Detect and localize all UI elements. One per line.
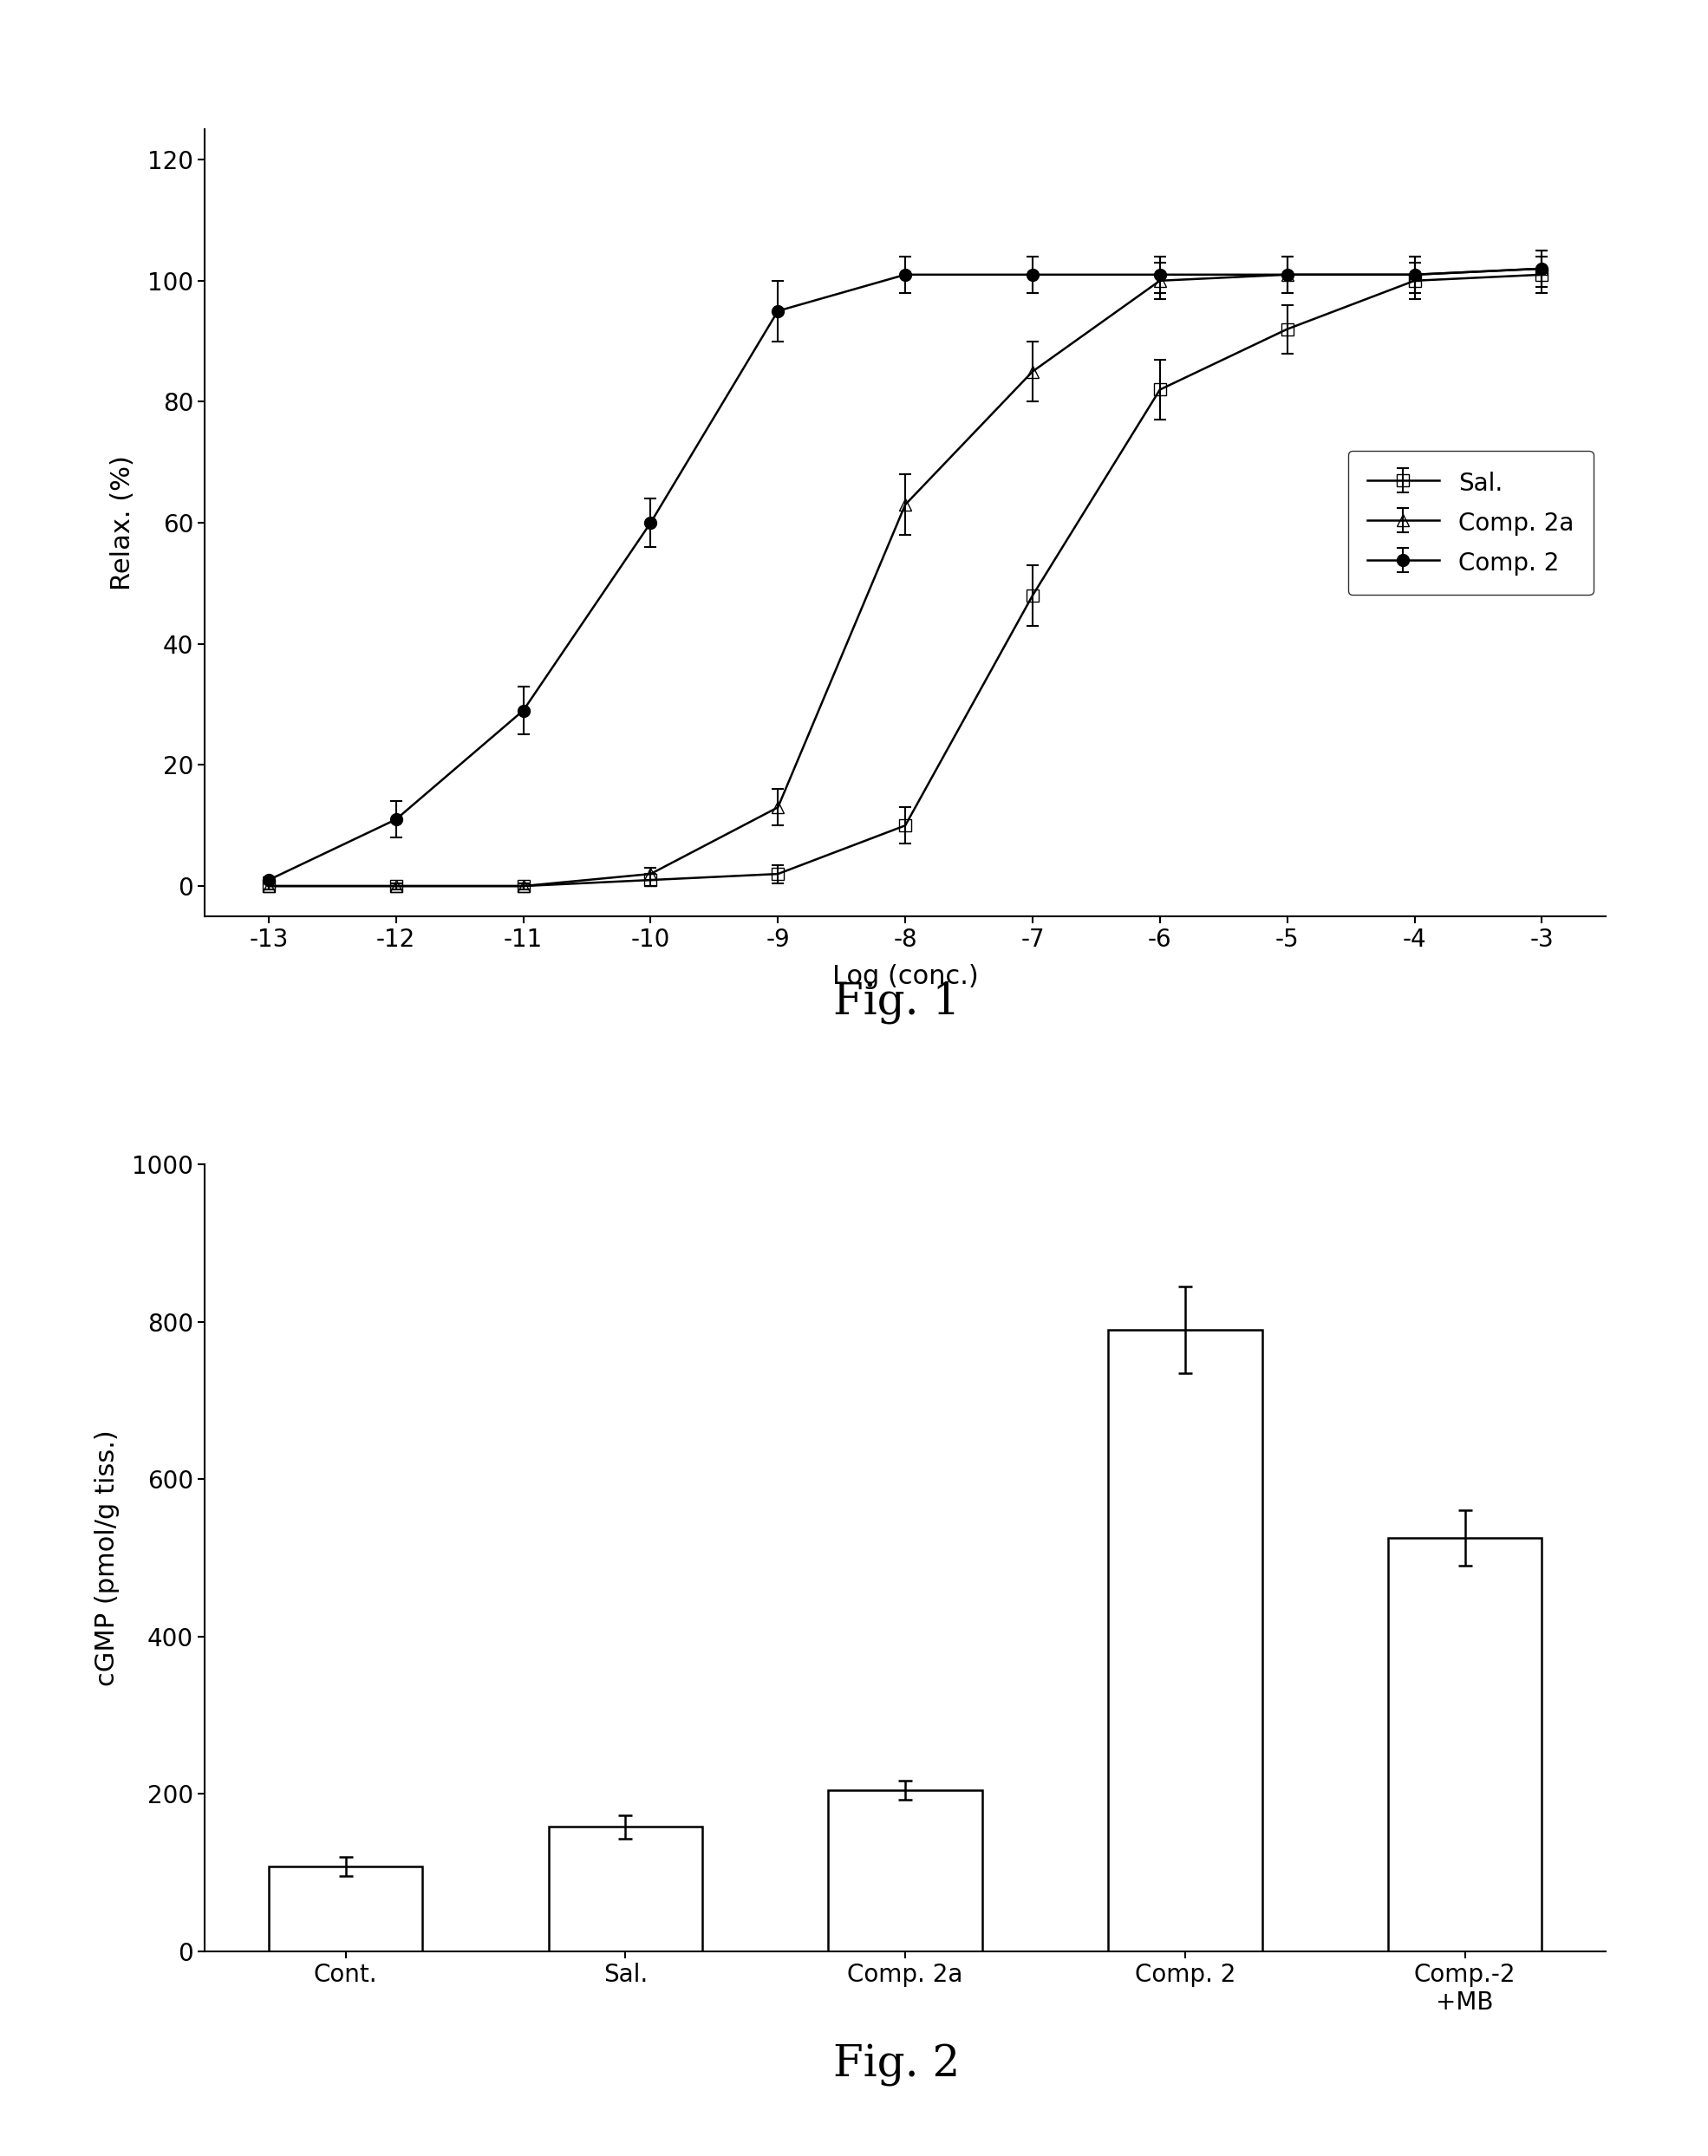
Bar <box>268 1867 422 1951</box>
Bar <box>1108 1330 1262 1951</box>
Text: Fig. 2: Fig. 2 <box>834 2044 960 2087</box>
Bar <box>828 1789 982 1951</box>
Text: Fig. 1: Fig. 1 <box>834 981 960 1024</box>
Y-axis label: cGMP (pmol/g tiss.): cGMP (pmol/g tiss.) <box>96 1429 120 1686</box>
Bar <box>548 1826 702 1951</box>
Bar <box>1389 1537 1542 1951</box>
X-axis label: Log (conc.): Log (conc.) <box>832 964 979 990</box>
Y-axis label: Relax. (%): Relax. (%) <box>111 455 135 591</box>
Legend: Sal., Comp. 2a, Comp. 2: Sal., Comp. 2a, Comp. 2 <box>1348 451 1594 595</box>
